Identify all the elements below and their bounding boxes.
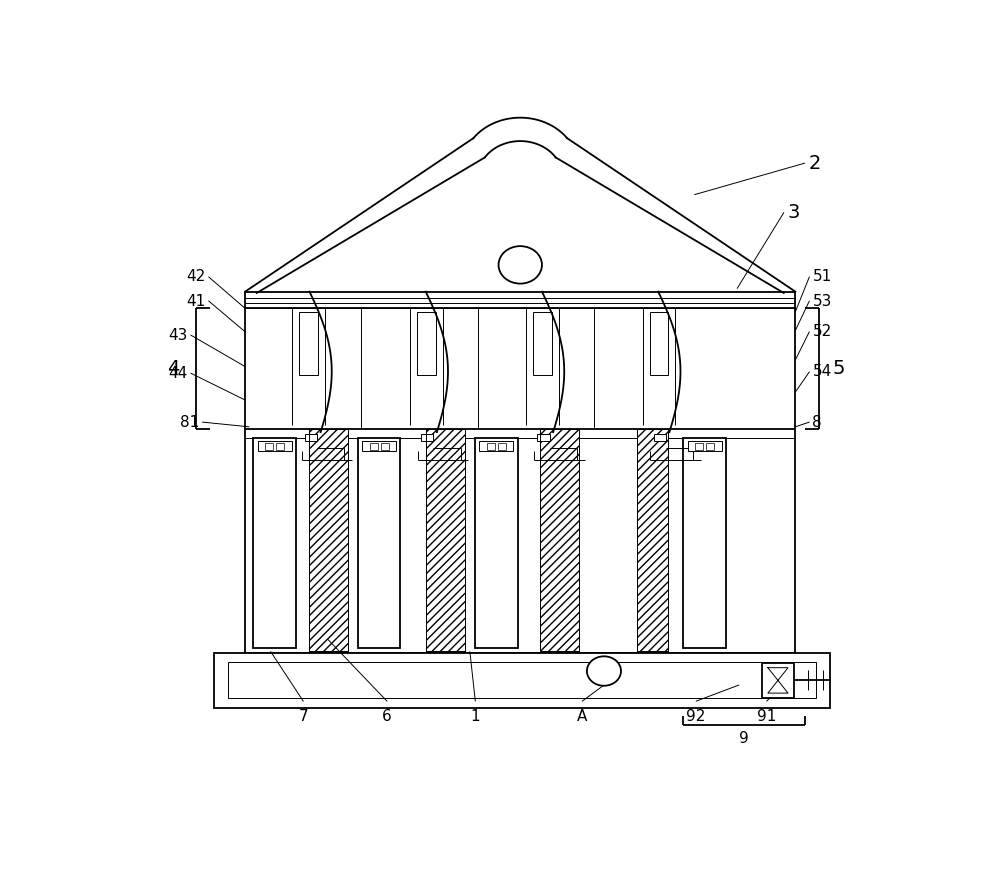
Text: 4: 4 — [167, 359, 179, 378]
Bar — [537, 434, 550, 441]
Bar — [305, 434, 317, 441]
Text: 51: 51 — [812, 269, 832, 284]
Bar — [540, 428, 579, 651]
Text: 1: 1 — [470, 709, 480, 724]
Bar — [370, 443, 378, 449]
Bar — [650, 312, 668, 375]
Text: 3: 3 — [788, 203, 800, 222]
Bar — [426, 428, 465, 651]
Bar — [381, 443, 388, 449]
Text: 2: 2 — [809, 154, 821, 173]
Bar — [533, 312, 552, 375]
Text: 53: 53 — [812, 294, 832, 308]
Bar — [417, 312, 436, 375]
Circle shape — [499, 246, 542, 283]
Bar — [637, 428, 668, 651]
Bar — [228, 661, 816, 698]
Bar — [276, 443, 284, 449]
Bar — [695, 443, 703, 449]
Bar — [479, 441, 513, 451]
Circle shape — [587, 656, 621, 686]
Text: 8: 8 — [812, 415, 822, 429]
Text: 91: 91 — [757, 709, 776, 724]
Bar — [309, 428, 348, 651]
Bar — [683, 437, 726, 648]
Text: 42: 42 — [186, 269, 206, 284]
Bar — [654, 434, 666, 441]
Bar — [498, 443, 506, 449]
Text: 92: 92 — [686, 709, 706, 724]
Text: 44: 44 — [169, 366, 188, 381]
Bar — [426, 428, 465, 651]
Bar — [688, 441, 722, 451]
Bar — [540, 428, 579, 651]
Text: 52: 52 — [812, 324, 832, 339]
Bar — [265, 443, 273, 449]
Bar — [245, 308, 795, 653]
Text: 81: 81 — [180, 415, 199, 429]
Text: A: A — [577, 709, 587, 724]
Bar — [309, 428, 348, 651]
Bar — [487, 443, 495, 449]
Bar — [358, 437, 400, 648]
Bar — [762, 663, 794, 698]
Bar — [214, 653, 830, 708]
Text: 7: 7 — [298, 709, 308, 724]
Text: 41: 41 — [186, 294, 206, 308]
Bar — [421, 434, 433, 441]
Bar — [299, 312, 318, 375]
Bar — [253, 437, 296, 648]
Text: 9: 9 — [739, 731, 749, 746]
Bar — [637, 428, 668, 651]
Text: 43: 43 — [168, 328, 188, 342]
Bar — [245, 292, 795, 308]
Bar — [475, 437, 518, 648]
Bar — [362, 441, 396, 451]
Text: 6: 6 — [382, 709, 392, 724]
Text: 5: 5 — [833, 359, 845, 378]
Text: 54: 54 — [812, 364, 832, 380]
Bar — [706, 443, 714, 449]
Bar — [258, 441, 292, 451]
